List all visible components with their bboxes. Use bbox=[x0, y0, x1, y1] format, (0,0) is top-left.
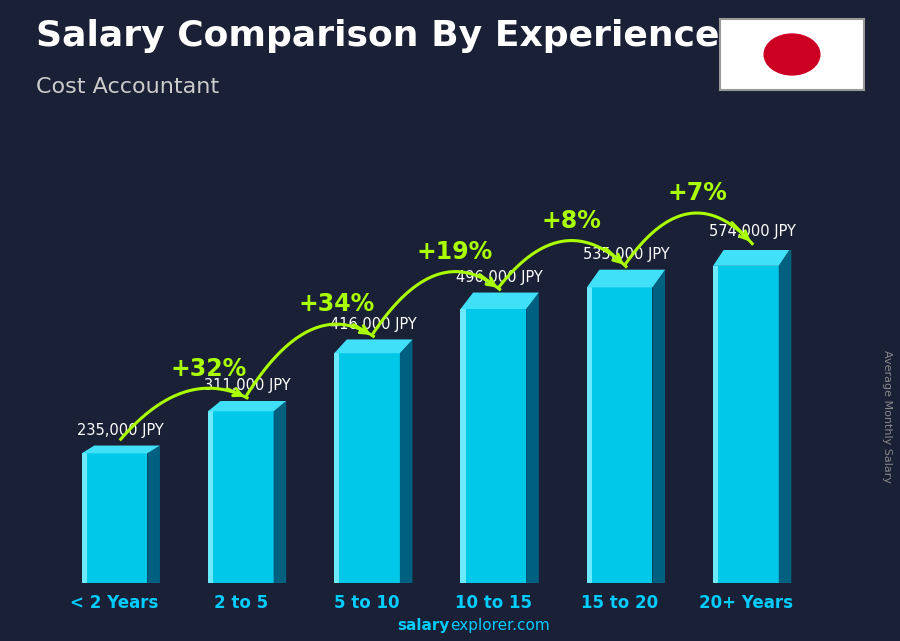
Text: salary: salary bbox=[398, 619, 450, 633]
Text: 535,000 JPY: 535,000 JPY bbox=[582, 247, 670, 262]
Polygon shape bbox=[778, 247, 791, 583]
Polygon shape bbox=[400, 340, 412, 583]
Text: Cost Accountant: Cost Accountant bbox=[36, 77, 219, 97]
Text: Salary Comparison By Experience: Salary Comparison By Experience bbox=[36, 19, 719, 53]
Polygon shape bbox=[461, 292, 539, 309]
Polygon shape bbox=[334, 340, 412, 353]
Polygon shape bbox=[587, 287, 652, 583]
Text: 574,000 JPY: 574,000 JPY bbox=[709, 224, 796, 239]
Polygon shape bbox=[526, 292, 539, 583]
Polygon shape bbox=[461, 309, 526, 583]
Text: 416,000 JPY: 416,000 JPY bbox=[330, 317, 417, 331]
Polygon shape bbox=[713, 266, 778, 583]
Polygon shape bbox=[652, 270, 665, 583]
Polygon shape bbox=[334, 353, 400, 583]
Text: explorer.com: explorer.com bbox=[450, 619, 550, 633]
Polygon shape bbox=[587, 287, 592, 583]
Polygon shape bbox=[82, 453, 87, 583]
Polygon shape bbox=[334, 353, 339, 583]
Text: 235,000 JPY: 235,000 JPY bbox=[77, 422, 164, 438]
Polygon shape bbox=[148, 445, 160, 583]
Text: 496,000 JPY: 496,000 JPY bbox=[456, 270, 543, 285]
Polygon shape bbox=[274, 401, 286, 583]
Text: +32%: +32% bbox=[171, 356, 247, 381]
Polygon shape bbox=[713, 247, 791, 266]
Polygon shape bbox=[208, 412, 213, 583]
Polygon shape bbox=[713, 266, 718, 583]
Polygon shape bbox=[208, 412, 274, 583]
Polygon shape bbox=[82, 453, 148, 583]
Polygon shape bbox=[461, 309, 465, 583]
Text: +34%: +34% bbox=[298, 292, 374, 317]
Circle shape bbox=[764, 34, 820, 75]
Polygon shape bbox=[82, 445, 160, 453]
Text: +19%: +19% bbox=[417, 240, 493, 264]
Text: +7%: +7% bbox=[667, 181, 727, 205]
Text: +8%: +8% bbox=[542, 209, 602, 233]
Polygon shape bbox=[208, 401, 286, 412]
Text: Average Monthly Salary: Average Monthly Salary bbox=[881, 350, 892, 483]
Text: 311,000 JPY: 311,000 JPY bbox=[203, 378, 291, 393]
Polygon shape bbox=[587, 270, 665, 287]
